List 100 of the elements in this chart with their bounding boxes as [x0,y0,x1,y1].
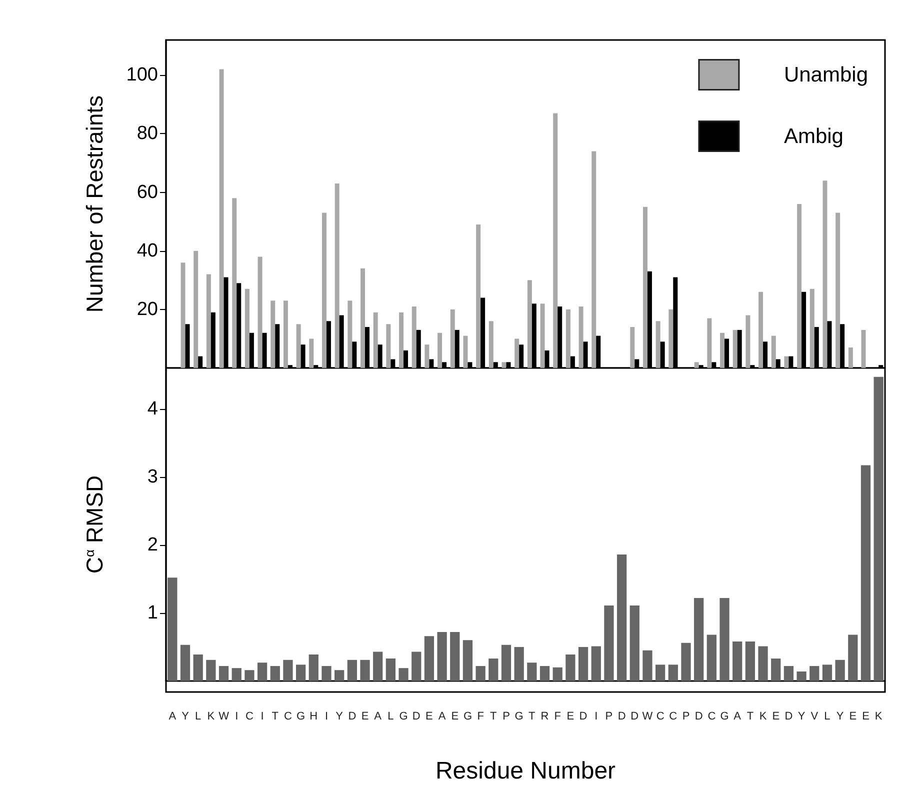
x-tick-label: A [168,710,177,722]
y-tick-label: 80 [136,123,158,144]
bar [360,660,370,681]
bar [424,344,430,368]
x-tick-label: V [810,710,819,722]
bar [745,642,755,681]
x-tick-label: D [694,710,703,722]
x-tick-label: C [245,710,254,722]
bar [566,654,576,681]
x-tick-label: P [502,710,510,722]
bar [848,634,858,681]
x-tick-label: Y [336,710,344,722]
bar [810,288,814,368]
x-tick-label: E [361,710,369,722]
bar [694,362,699,368]
y-axis-title: Cα RMSD [82,475,108,574]
bar [180,644,190,681]
bar [836,212,840,368]
x-tick-label: G [399,710,408,722]
bar [270,300,276,368]
bar [347,660,357,681]
bar [462,640,473,681]
x-tick-label: C [708,710,716,722]
bar [258,256,262,368]
x-tick-label: L [195,710,202,722]
x-tick-label: R [540,710,549,722]
bar [758,646,768,681]
bar [874,376,884,681]
bar [180,262,186,368]
bar [758,292,764,368]
bar [206,274,211,368]
bar [386,324,391,368]
x-tick-label: Y [798,710,806,722]
bar [630,327,635,368]
x-tick-label: D [412,710,420,722]
x-tick-label: C [284,710,292,722]
x-tick-label: L [388,710,394,722]
x-tick-label: P [682,710,690,722]
x-tick-label: D [618,710,626,722]
x-tick-label: T [746,710,754,722]
bar [540,666,550,681]
bar [732,330,738,368]
bar [553,113,558,368]
bar [488,658,498,681]
x-tick-label: E [426,710,433,722]
bar [540,304,545,368]
x-tick-label: E [849,710,857,722]
x-tick-label: C [669,710,678,722]
bar [656,664,666,681]
bar [502,362,506,368]
bar [450,309,455,368]
bar [668,309,674,368]
x-tick-label: E [451,710,459,722]
bar [642,206,648,368]
y-tick-label: 60 [136,182,158,203]
bar [322,666,332,681]
bar [219,69,224,368]
bar [771,336,776,368]
bar [218,666,229,681]
bar [296,324,301,368]
bar [578,646,588,681]
x-tick-label: E [862,710,870,722]
x-tick-label: K [207,710,216,722]
bar [552,667,562,681]
bar [244,670,254,681]
bar [360,268,366,368]
bar [810,666,820,681]
bar [309,338,314,368]
bar [193,654,203,681]
bar [746,315,750,368]
bar [796,671,806,681]
x-tick-label: I [594,710,598,722]
x-tick-label: D [579,710,588,722]
bar [616,554,627,681]
bar [797,204,802,368]
bar [720,332,725,368]
bar [514,646,524,681]
bar [386,658,396,681]
y-tick-label: 2 [147,534,158,556]
bar [334,184,340,368]
bar [348,300,352,368]
bar [527,280,532,368]
bar [656,321,660,368]
bar [784,666,794,681]
x-tick-label: A [438,710,446,722]
x-tick-label: W [218,710,230,722]
x-tick-label: D [630,710,639,722]
x-tick-label: L [824,710,830,722]
bar [463,336,468,368]
y-tick-label: 1 [147,602,158,624]
bar [438,332,442,368]
x-tick-label: I [324,710,328,722]
bar [630,605,640,681]
bar [822,664,832,681]
bar [694,598,704,681]
bar [283,300,288,368]
bar [488,321,494,368]
x-tick-label: H [310,710,318,722]
bar [373,652,383,681]
bar [437,632,447,681]
